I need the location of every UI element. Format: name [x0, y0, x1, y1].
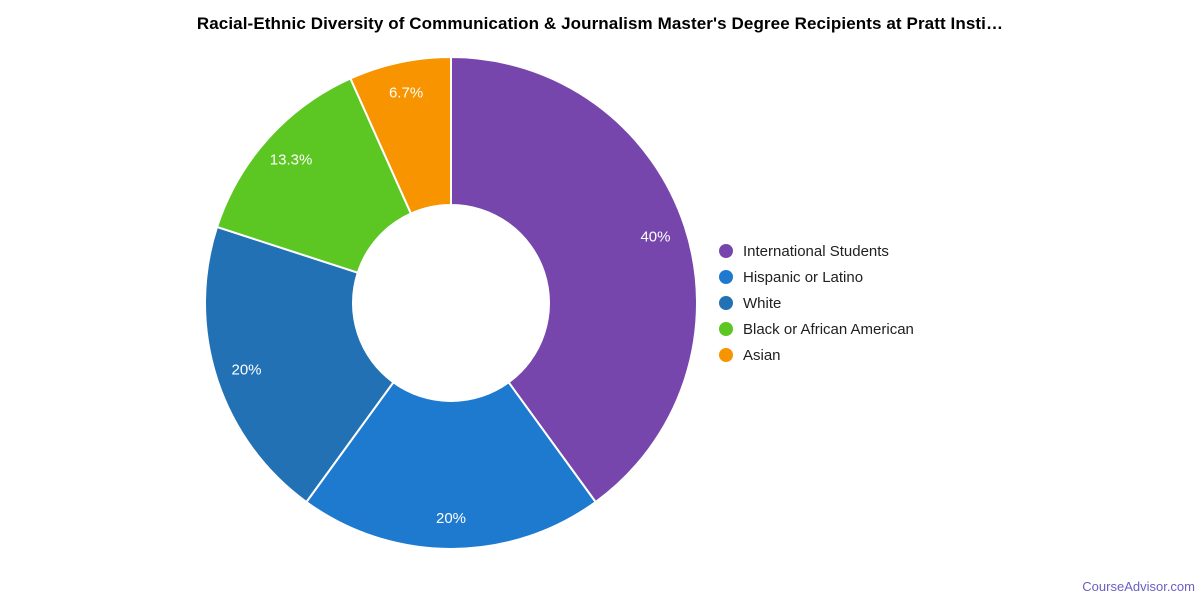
legend-label: Hispanic or Latino — [743, 268, 864, 286]
pie-slice-white[interactable] — [204, 225, 395, 504]
legend-item-hispanic-or-latino: Hispanic or Latino — [719, 264, 914, 290]
chart-title: Racial-Ethnic Diversity of Communication… — [196, 14, 1004, 33]
legend-swatch-icon — [719, 348, 733, 362]
slice-value-label: 13.3% — [270, 151, 313, 168]
slice-value-label: 6.7% — [389, 85, 423, 102]
pie-slice-hispanic-or-latino[interactable] — [305, 381, 597, 550]
pie-slice-black-or-african-american[interactable] — [216, 77, 412, 274]
pie-slice-asian[interactable] — [349, 56, 452, 215]
legend-item-white: White — [719, 290, 914, 316]
slice-value-label: 20% — [436, 510, 466, 527]
legend-label: Asian — [743, 346, 781, 364]
watermark-link[interactable]: CourseAdvisor.com — [1082, 579, 1195, 594]
legend-swatch-icon — [719, 322, 733, 336]
pie-slices-group — [204, 56, 698, 550]
legend-item-asian: Asian — [719, 342, 914, 368]
legend-swatch-icon — [719, 296, 733, 310]
legend-item-international-students: International Students — [719, 238, 914, 264]
slice-value-label: 20% — [232, 361, 262, 378]
legend-label: Black or African American — [743, 320, 914, 338]
legend-swatch-icon — [719, 270, 733, 284]
chart-legend: International Students Hispanic or Latino… — [719, 238, 914, 368]
slice-value-label: 40% — [640, 229, 670, 246]
legend-item-black-or-african-american: Black or African American — [719, 316, 914, 342]
slice-labels-group: 40% 20% 20% 13.3% 6.7% — [232, 85, 671, 527]
legend-swatch-icon — [719, 244, 733, 258]
legend-label: International Students — [743, 242, 889, 260]
legend-label: White — [743, 294, 782, 312]
pie-slice-international-students[interactable] — [450, 56, 698, 504]
